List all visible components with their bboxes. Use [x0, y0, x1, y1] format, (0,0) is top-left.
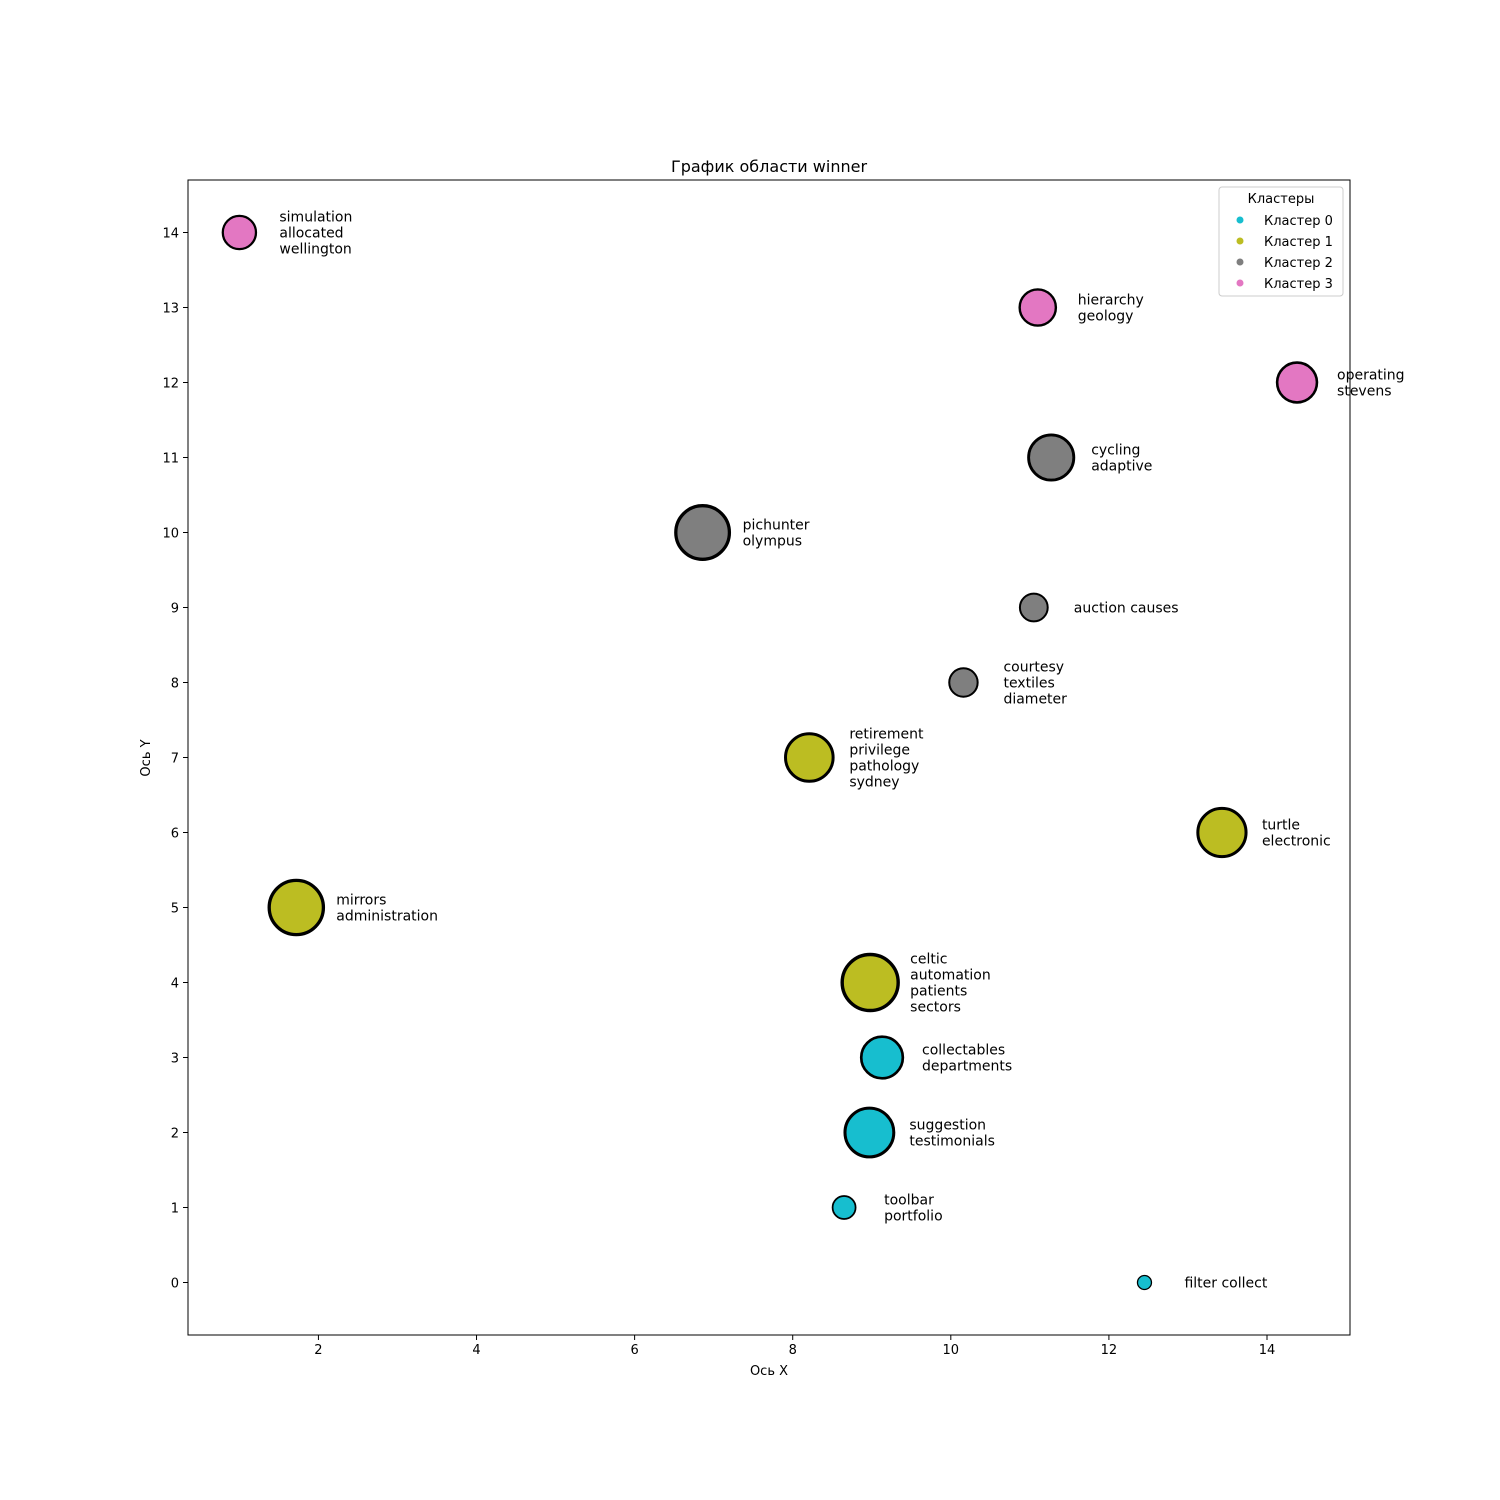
- point-label: electronic: [1262, 834, 1331, 850]
- x-tick-label: 2: [314, 1343, 322, 1358]
- legend: Кластеры Кластер 0 Кластер 1 Кластер 2 Клас…: [1218, 186, 1344, 297]
- y-tick-label: 11: [162, 452, 179, 467]
- x-tick-label: 14: [1259, 1343, 1276, 1358]
- data-point: [221, 214, 258, 251]
- point-label: hierarchy: [1078, 293, 1144, 309]
- data-point: [784, 732, 835, 783]
- data-point: [859, 1035, 905, 1080]
- point-label: stevens: [1337, 384, 1391, 400]
- y-tick-label: 3: [171, 1052, 179, 1067]
- y-tick-label: 7: [171, 752, 179, 767]
- point-label: retirement: [849, 727, 924, 743]
- legend-entry-label: Кластер 0: [1264, 214, 1333, 229]
- point-label: auction causes: [1074, 601, 1179, 617]
- data-point: [843, 1106, 896, 1159]
- x-tick-label: 8: [789, 1343, 797, 1358]
- point-label: turtle: [1262, 818, 1300, 834]
- data-point: [1136, 1274, 1153, 1291]
- y-tick-label: 12: [162, 377, 179, 392]
- legend-entry-label: Кластер 2: [1264, 256, 1333, 271]
- legend-title: Кластеры: [1248, 192, 1315, 207]
- point-label: courtesy: [1003, 660, 1064, 676]
- point-label: simulation: [279, 210, 352, 226]
- legend-marker: [1236, 216, 1244, 224]
- legend-entry-label: Кластер 1: [1264, 235, 1333, 250]
- data-point: [840, 952, 900, 1013]
- x-axis-label: Ось X: [750, 1364, 788, 1379]
- point-label: olympus: [743, 534, 802, 550]
- point-label: mirrors: [336, 893, 386, 909]
- x-tick-label: 12: [1101, 1343, 1118, 1358]
- y-tick-label: 2: [171, 1127, 179, 1142]
- point-label: toolbar: [884, 1193, 934, 1209]
- point-label: textiles: [1003, 676, 1054, 692]
- legend-marker: [1236, 237, 1244, 245]
- point-label: geology: [1078, 309, 1134, 325]
- legend-box: [1218, 186, 1344, 297]
- data-point: [267, 878, 326, 937]
- y-tick-label: 8: [171, 677, 179, 692]
- point-label: pichunter: [743, 518, 810, 534]
- y-tick-label: 9: [171, 602, 179, 617]
- point-label: portfolio: [884, 1209, 943, 1225]
- data-point: [1275, 361, 1319, 404]
- point-label: pathology: [849, 759, 919, 775]
- x-tick-label: 6: [630, 1343, 638, 1358]
- point-label: administration: [336, 909, 438, 925]
- data-point: [1196, 806, 1248, 859]
- legend-entry-label: Кластер 3: [1264, 277, 1333, 292]
- point-label: celtic: [910, 952, 947, 968]
- point-label: allocated: [279, 226, 343, 242]
- y-tick-label: 13: [162, 302, 179, 317]
- point-label: filter collect: [1184, 1276, 1267, 1292]
- y-tick-label: 6: [171, 827, 179, 842]
- legend-marker: [1236, 258, 1244, 266]
- data-point: [1018, 592, 1049, 623]
- y-tick-label: 5: [171, 902, 179, 917]
- x-tick-label: 10: [943, 1343, 960, 1358]
- point-label: privilege: [849, 743, 910, 759]
- point-label: adaptive: [1091, 459, 1152, 475]
- y-tick-label: 4: [171, 977, 179, 992]
- point-label: collectables: [922, 1043, 1005, 1059]
- point-label: sydney: [849, 775, 899, 791]
- data-point: [831, 1195, 857, 1220]
- x-tick-label: 4: [472, 1343, 480, 1358]
- data-point: [674, 504, 732, 561]
- point-label: patients: [910, 984, 967, 1000]
- point-label: wellington: [279, 242, 351, 258]
- x-axis: 2 4 6 8 10 12 14: [314, 1335, 1275, 1358]
- y-axis-label: Ось Y: [139, 739, 154, 776]
- legend-marker: [1236, 279, 1244, 287]
- point-label: testimonials: [909, 1134, 995, 1150]
- y-tick-label: 1: [171, 1202, 179, 1217]
- data-point: [1027, 433, 1076, 482]
- point-label: automation: [910, 968, 991, 984]
- point-label: operating: [1337, 368, 1405, 384]
- data-point: [948, 667, 979, 698]
- point-label: suggestion: [909, 1118, 986, 1134]
- y-tick-label: 14: [162, 227, 179, 242]
- data-point: [1018, 288, 1058, 327]
- y-tick-label: 10: [162, 527, 179, 542]
- point-label: departments: [922, 1059, 1012, 1075]
- point-label: sectors: [910, 1000, 961, 1016]
- point-label: diameter: [1003, 692, 1067, 708]
- plot-area: [187, 179, 1351, 1336]
- y-tick-label: 0: [171, 1277, 179, 1292]
- point-label: cycling: [1091, 443, 1140, 459]
- chart-title: График области winner: [671, 157, 867, 176]
